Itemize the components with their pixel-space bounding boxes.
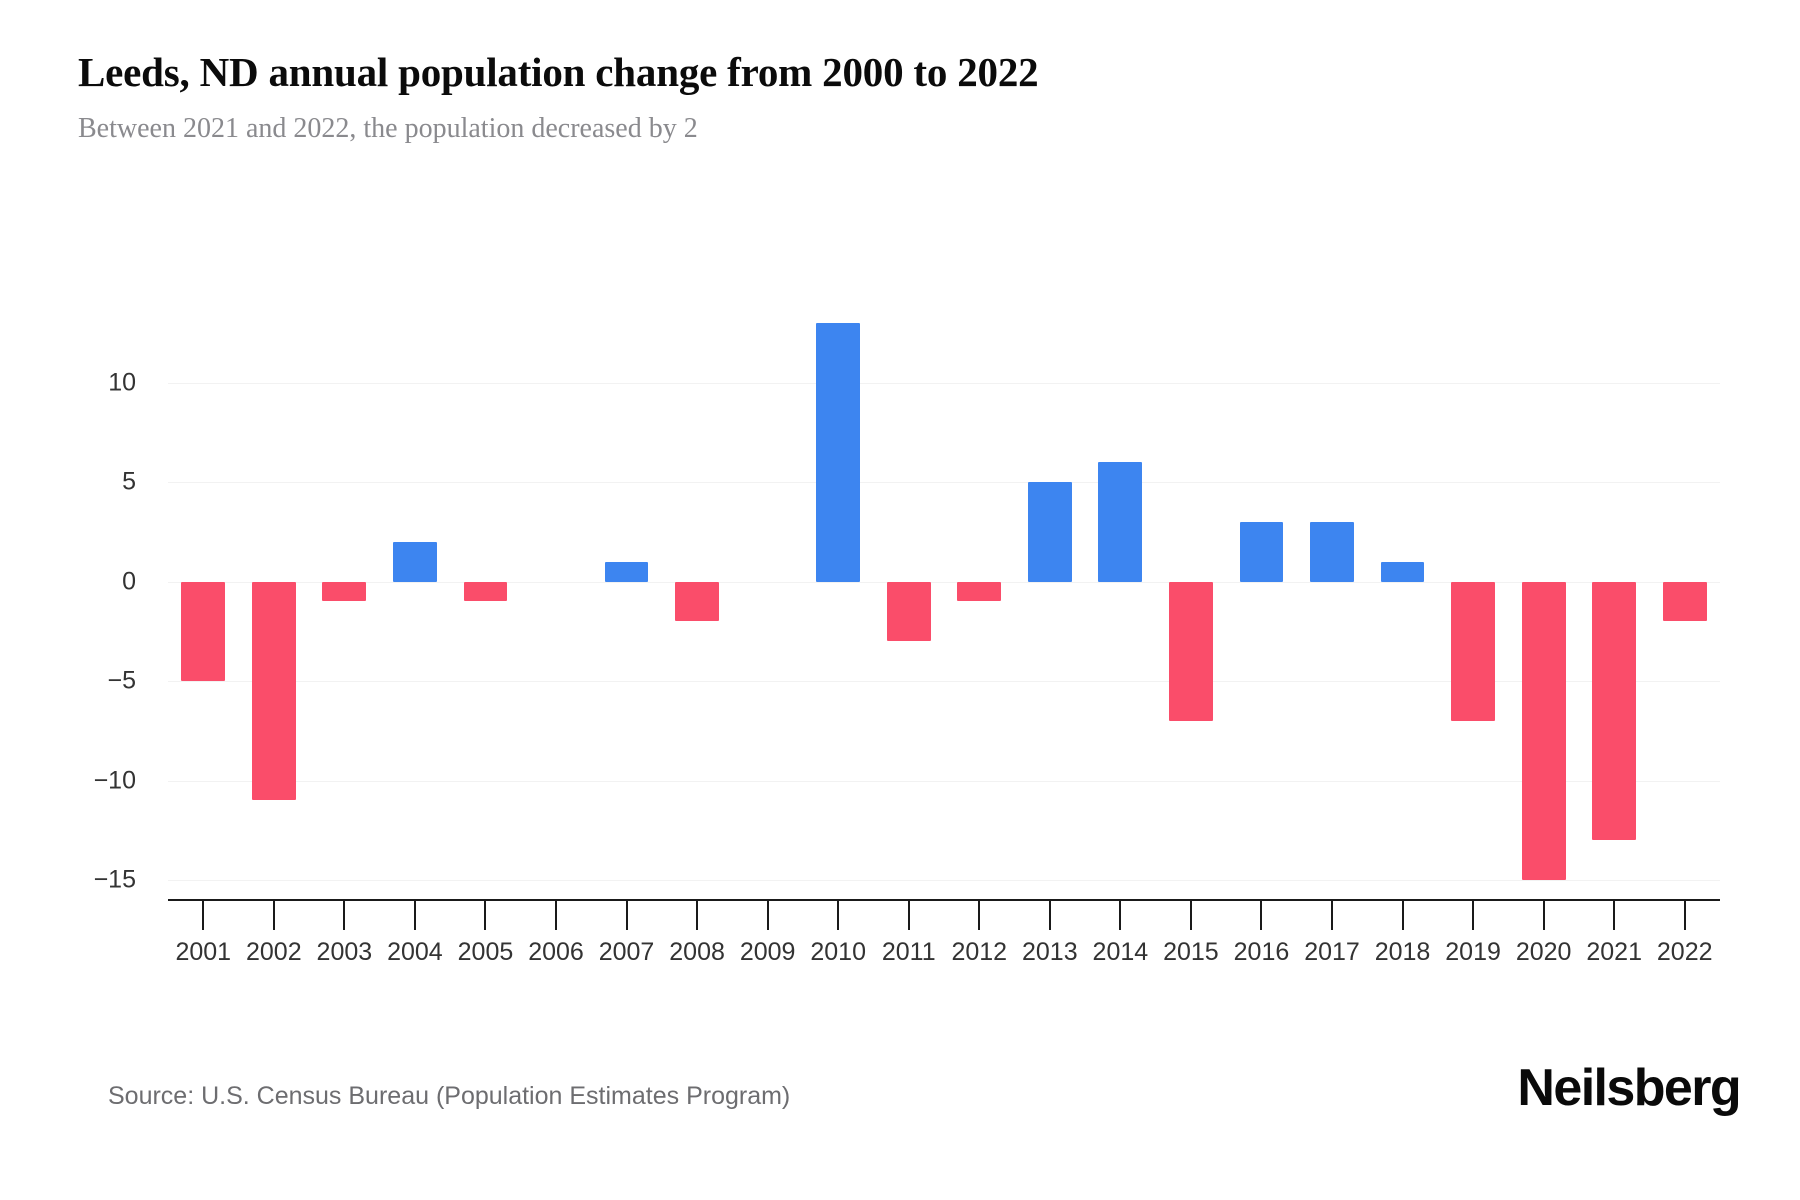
x-axis-tick [484,901,487,930]
plot-area [168,285,1720,900]
x-axis-tick [1260,901,1263,930]
bar-2002[interactable] [251,581,296,801]
x-axis-tick [343,901,346,930]
bar-2022[interactable] [1662,581,1707,622]
chart-header: Leeds, ND annual population change from … [78,49,1718,146]
chart-subtitle: Between 2021 and 2022, the population de… [78,112,698,144]
y-axis-tick-label: −5 [107,666,136,695]
x-axis-tick-label: 2012 [951,938,1008,966]
x-axis-tick [413,901,416,930]
x-axis-tick-label: 2003 [316,938,373,966]
x-axis-tick [1683,901,1686,930]
x-axis-tick-label: 2007 [598,938,655,966]
x-axis-tick-label: 2014 [1092,938,1149,966]
x-axis-tick [1189,901,1192,930]
x-axis-tick-label: 2016 [1233,938,1290,966]
x-axis-tick-label: 2021 [1586,938,1642,966]
x-axis-tick-label: 2015 [1163,938,1219,966]
x-axis-tick-label: 2018 [1374,938,1431,966]
x-axis-tick [555,901,557,930]
x-axis-tick-label: 2020 [1515,938,1572,966]
page-title: Leeds, ND annual population change from … [78,49,1039,95]
x-axis-tick-label: 2017 [1304,938,1360,966]
bar-2016[interactable] [1239,521,1284,582]
x-axis-tick-label: 2002 [246,938,302,966]
x-axis-tick [907,901,910,930]
x-axis-ticks [168,901,1720,931]
gridline [168,382,1720,384]
x-axis-tick [1613,901,1616,930]
gridline [168,581,1720,583]
source-note: Source: U.S. Census Bureau (Population E… [108,1082,791,1110]
x-axis-tick [1048,901,1051,930]
bar-2018[interactable] [1380,561,1425,582]
x-axis-tick [202,901,205,930]
bar-2017[interactable] [1310,521,1354,582]
bar-2008[interactable] [675,581,719,622]
gridline [168,482,1720,484]
x-axis-line [168,899,1720,901]
gridline [168,880,1720,882]
y-axis-tick-label: 10 [108,368,136,397]
y-axis-tick-label: −10 [93,766,136,795]
x-axis-tick [625,901,628,930]
x-axis-tick [1119,901,1122,930]
bar-2004[interactable] [393,541,437,582]
x-axis-labels: 2001 2002 2003 2004 2005 2006 2007 2008 2009 2010… [168,938,1720,978]
y-axis-tick-label: −15 [93,865,136,894]
x-axis-tick [1542,901,1545,930]
x-axis-tick [1331,901,1333,930]
x-axis-tick [766,901,769,930]
x-axis-tick-label: 2019 [1445,938,1501,966]
x-axis-tick [1401,901,1404,930]
bar-2020[interactable] [1521,581,1566,881]
bar-series [168,285,1720,900]
x-axis-tick [696,901,699,930]
x-axis-tick-label: 2010 [810,938,866,966]
bar-2005[interactable] [463,581,508,602]
bar-2011[interactable] [886,581,931,642]
x-axis-tick-label: 2008 [669,938,725,966]
x-axis-tick-label: 2013 [1022,938,1078,966]
bar-2012[interactable] [957,581,1002,602]
y-axis-labels: 10 5 0 −5 −10 −15 [0,285,150,900]
bar-2019[interactable] [1451,581,1495,721]
x-axis-tick-label: 2005 [457,938,514,966]
x-axis-tick-label: 2006 [528,938,584,966]
x-axis-tick-label: 2009 [739,938,796,966]
x-axis-tick-label: 2011 [881,938,936,966]
bar-2001[interactable] [181,581,226,682]
brand-logo: Neilsberg [1517,1059,1741,1117]
bar-2010[interactable] [816,322,861,582]
gridline [168,681,1720,683]
bar-2007[interactable] [604,561,649,582]
y-axis-tick-label: 0 [122,567,136,596]
x-axis-tick-label: 2001 [175,938,232,966]
x-axis-tick [978,901,981,930]
bar-2015[interactable] [1169,581,1213,721]
x-axis-tick [1472,901,1475,930]
x-axis-tick-label: 2004 [387,938,443,966]
bar-2021[interactable] [1592,581,1637,841]
y-axis-tick-label: 5 [122,467,136,496]
bar-2003[interactable] [322,581,367,602]
gridline [168,780,1720,782]
x-axis-tick-label: 2022 [1656,938,1713,966]
bar-2013[interactable] [1027,482,1072,582]
bar-2014[interactable] [1098,462,1143,582]
x-axis-tick [272,901,275,930]
x-axis-tick [837,901,840,930]
